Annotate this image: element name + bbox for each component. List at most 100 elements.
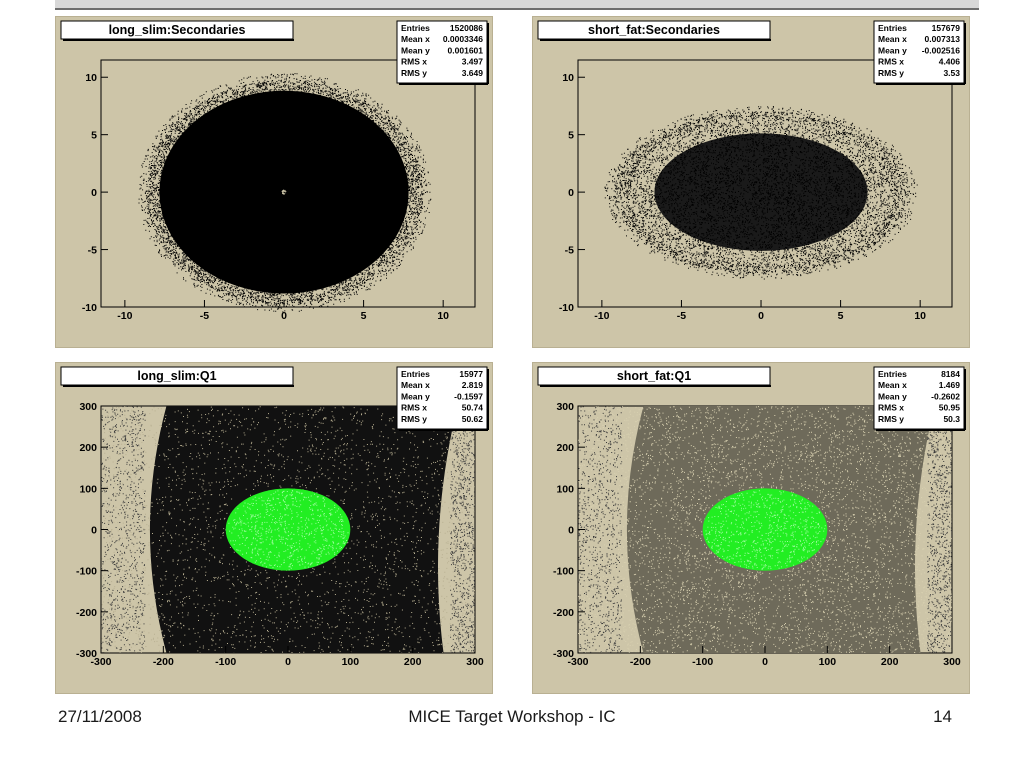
y-tick-label: -5 (88, 245, 97, 257)
stat-label: Entries (401, 23, 430, 33)
stat-label: Mean x (878, 34, 907, 44)
x-tick-label: -100 (215, 656, 236, 668)
x-tick-label: -300 (567, 656, 588, 668)
stat-label: RMS y (401, 414, 427, 424)
y-tick-label: -200 (76, 607, 97, 619)
x-tick-label: -10 (117, 310, 132, 322)
q1-highlight-dots (705, 490, 826, 570)
y-tick-label: 5 (568, 130, 574, 142)
stat-value: 50.62 (462, 414, 484, 424)
y-tick-label: -5 (565, 245, 574, 257)
stat-value: 3.53 (943, 68, 960, 78)
y-tick-label: 200 (556, 442, 574, 454)
stat-label: RMS x (878, 57, 904, 67)
scatter-points (101, 406, 475, 653)
y-tick-label: 300 (556, 401, 574, 413)
stats-box: Entries 15977 Mean x 2.819 Mean y -0.1597 RMS … (396, 366, 489, 431)
x-tick-label: 0 (285, 656, 291, 668)
plot-panel-short-fat-q1: -300 -200 -100 0 100 200 300 -300 -200 -100 0 100 20… (532, 362, 970, 694)
x-tick-label: 300 (466, 656, 484, 668)
y-tick-label: 200 (79, 442, 97, 454)
scatter-points (138, 73, 432, 313)
stat-value: 3.497 (462, 57, 484, 67)
scatter-points (578, 406, 952, 653)
stat-label: RMS y (878, 414, 904, 424)
y-tick-label: -10 (82, 302, 97, 314)
stat-value: 157679 (932, 23, 961, 33)
axes: -10 -5 0 5 10 -10 -5 0 5 10 (559, 72, 926, 322)
plot-title: long_slim:Q1 (60, 366, 294, 387)
scatter-plot-svg: -300 -200 -100 0 100 200 300 -300 -200 -100 0 100 20… (537, 366, 966, 668)
x-tick-label: -100 (692, 656, 713, 668)
stat-value: 15977 (459, 369, 483, 379)
stat-value: 50.74 (462, 403, 484, 413)
y-tick-label: -100 (553, 566, 574, 578)
y-tick-label: 5 (91, 130, 97, 142)
stat-value: 2.819 (462, 380, 484, 390)
x-tick-label: -300 (90, 656, 111, 668)
stat-value: 0.0003346 (443, 34, 483, 44)
stat-label: Mean y (878, 391, 907, 401)
x-tick-label: -200 (153, 656, 174, 668)
stat-value: 4.406 (939, 57, 961, 67)
y-tick-label: 100 (79, 483, 97, 495)
y-tick-label: -100 (76, 566, 97, 578)
y-tick-label: -300 (553, 648, 574, 660)
q1-highlight-ellipse (225, 488, 351, 571)
footer-title: MICE Target Workshop - IC (408, 707, 616, 726)
y-tick-label: 10 (562, 72, 574, 84)
x-tick-label: -10 (594, 310, 609, 322)
y-tick-label: 0 (568, 525, 574, 537)
x-tick-label: 300 (943, 656, 961, 668)
plot-panel-short-fat-secondaries: -10 -5 0 5 10 -10 -5 0 5 10 short_fat:Secondaries E… (532, 16, 970, 348)
plot-title: short_fat:Q1 (537, 366, 771, 387)
y-tick-label: 100 (556, 483, 574, 495)
axes: -10 -5 0 5 10 -10 -5 0 5 10 (82, 72, 449, 322)
stat-value: 1520086 (450, 23, 483, 33)
x-tick-label: 0 (758, 310, 764, 322)
stat-label: RMS x (401, 57, 427, 67)
stat-label: RMS x (401, 403, 427, 413)
x-tick-label: -5 (200, 310, 209, 322)
x-tick-label: 200 (404, 656, 422, 668)
stat-label: Mean x (878, 380, 907, 390)
stat-label: Entries (878, 369, 907, 379)
y-tick-label: 300 (79, 401, 97, 413)
x-tick-label: 0 (762, 656, 768, 668)
y-tick-label: 10 (85, 72, 97, 84)
scatter-dots (138, 73, 432, 313)
stat-label: RMS y (878, 68, 904, 78)
stat-label: Entries (401, 369, 430, 379)
stat-value: 0.001601 (448, 45, 484, 55)
y-tick-label: -300 (76, 648, 97, 660)
y-tick-label: -200 (553, 607, 574, 619)
y-tick-label: 0 (91, 187, 97, 199)
stat-label: Mean x (401, 34, 430, 44)
x-tick-label: 10 (437, 310, 449, 322)
plot-title-text: long_slim:Q1 (137, 369, 216, 383)
stat-label: Mean y (878, 45, 907, 55)
stat-value: 0.007313 (925, 34, 961, 44)
stat-value: -0.002516 (922, 45, 961, 55)
x-tick-label: 5 (838, 310, 844, 322)
x-tick-label: 10 (914, 310, 926, 322)
stat-value: 8184 (941, 369, 960, 379)
q1-highlight-ellipse (702, 488, 828, 571)
stat-value: 50.95 (939, 403, 961, 413)
page-number: 14 (933, 707, 952, 726)
y-tick-label: -10 (559, 302, 574, 314)
scatter-plot-svg: -10 -5 0 5 10 -10 -5 0 5 10 long_slim:Secondaries E… (60, 20, 489, 322)
scatter-plot-svg: -300 -200 -100 0 100 200 300 -300 -200 -100 0 100 20… (60, 366, 489, 668)
axes: -300 -200 -100 0 100 200 300 -300 -200 -100 0 100 20… (553, 401, 961, 668)
y-tick-label: 0 (568, 187, 574, 199)
stat-value: -0.2602 (931, 391, 960, 401)
x-tick-label: 100 (819, 656, 837, 668)
stat-label: Entries (878, 23, 907, 33)
plot-panel-long-slim-q1: -300 -200 -100 0 100 200 300 -300 -200 -100 0 100 20… (55, 362, 493, 694)
x-tick-label: 100 (342, 656, 360, 668)
stat-label: Mean y (401, 45, 430, 55)
axes: -300 -200 -100 0 100 200 300 -300 -200 -100 0 100 20… (76, 401, 484, 668)
x-tick-label: -5 (677, 310, 686, 322)
plot-title-text: short_fat:Q1 (617, 369, 691, 383)
